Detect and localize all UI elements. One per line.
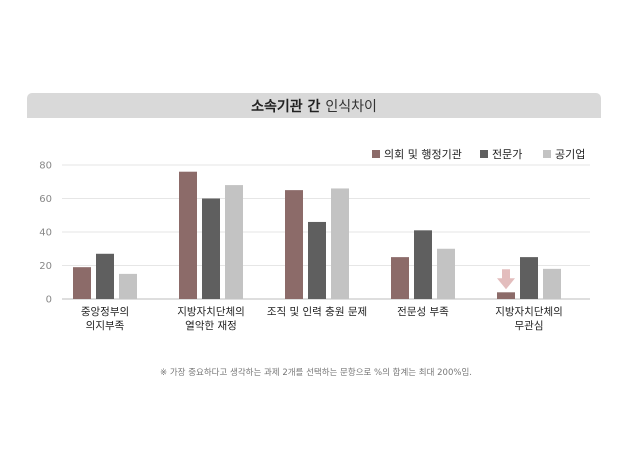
bar-2-1 [179,171,197,299]
footnote: ※ 가장 중요하다고 생각하는 과제 2개를 선택하는 문항으로 %의 합계는 … [160,368,472,378]
bar-4-2 [414,230,432,299]
bar-2-3 [225,185,243,299]
bar-1-2 [96,253,114,299]
legend-label-3: 공기업 [555,148,585,161]
legend-swatch-2 [480,150,488,158]
bar-5-2 [520,257,538,299]
bar-4-1 [391,257,409,299]
y-tick-label: 60 [39,194,52,205]
x-category-label: 조직 및 인력 충원 문제 [267,306,367,318]
legend-label-1: 의회 및 행정기관 [384,148,462,161]
bar-2-2 [202,198,220,299]
legend-swatch-3 [543,150,551,158]
bar-3-3 [331,188,349,299]
bar-3-1 [285,190,303,299]
bar-1-1 [73,267,91,299]
y-tick-label: 80 [39,161,52,172]
y-tick-label: 0 [46,295,52,306]
x-category-label: 의지부족 [86,320,125,332]
down-arrow-icon [497,269,515,290]
x-category-label: 지방자치단체의 [495,306,563,318]
x-category-label: 열악한 재정 [185,320,237,332]
chart-title-light: 인식차이 [325,98,377,115]
chart-title-bar: 소속기관 간 인식차이 [27,93,601,118]
bar-1-3 [119,273,137,299]
bar-3-2 [308,221,326,299]
y-tick-label: 40 [39,228,52,239]
bar-5-1 [497,292,515,299]
x-category-label: 중앙정부의 [81,306,129,318]
bar-5-3 [543,268,561,299]
chart-title-bold: 소속기관 간 [251,98,321,115]
y-tick-label: 20 [39,261,52,272]
x-category-label: 전문성 부족 [397,306,449,318]
x-category-label: 지방자치단체의 [177,306,245,318]
legend-label-2: 전문가 [492,148,522,161]
x-category-label: 무관심 [515,320,544,332]
bar-4-3 [437,248,455,299]
legend-swatch-1 [372,150,380,158]
